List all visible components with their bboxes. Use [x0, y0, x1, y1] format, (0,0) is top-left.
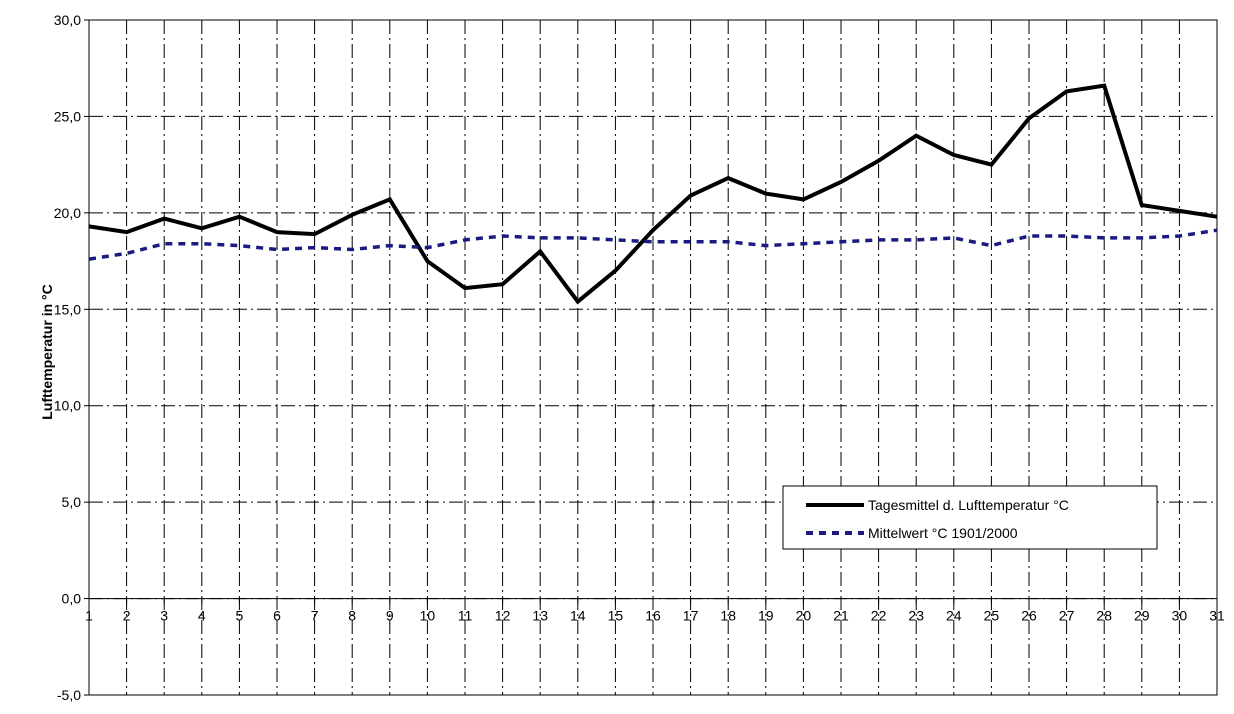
y-tick-label: 0,0 [62, 591, 82, 607]
grid [89, 19, 1217, 696]
y-tick-label: 5,0 [62, 494, 82, 510]
x-tick-label: 16 [645, 608, 661, 624]
x-tick-label: 24 [946, 608, 962, 624]
x-tick-label: 18 [720, 608, 736, 624]
y-tick-label: 10,0 [54, 398, 81, 414]
x-tick-label: 30 [1172, 608, 1188, 624]
x-tick-label: 26 [1021, 608, 1037, 624]
axes [84, 19, 1218, 696]
x-tick-label: 5 [236, 608, 244, 624]
x-tick-label: 8 [348, 608, 356, 624]
x-tick-label: 20 [796, 608, 812, 624]
x-tick-label: 28 [1096, 608, 1112, 624]
x-tick-label: 29 [1134, 608, 1150, 624]
legend-label-mittelwert: Mittelwert °C 1901/2000 [868, 525, 1018, 541]
x-tick-label: 19 [758, 608, 774, 624]
x-tick-label: 13 [532, 608, 548, 624]
x-tick-label: 9 [386, 608, 394, 624]
x-tick-label: 17 [683, 608, 699, 624]
x-tick-label: 7 [311, 608, 319, 624]
x-tick-label: 2 [123, 608, 131, 624]
x-tick-label: 15 [608, 608, 624, 624]
legend-label-tagesmittel: Tagesmittel d. Lufttemperatur °C [868, 497, 1069, 513]
x-tick-label: 25 [984, 608, 1000, 624]
x-tick-label: 11 [458, 608, 473, 624]
x-tick-label: 10 [420, 608, 436, 624]
y-axis-label: Lufttemperatur in °C [39, 284, 55, 420]
x-tick-label: 6 [273, 608, 281, 624]
y-tick-label: 15,0 [54, 301, 81, 317]
x-tick-label: 12 [495, 608, 511, 624]
x-tick-label: 21 [833, 608, 849, 624]
y-tick-label: -5,0 [57, 687, 81, 703]
x-tick-label: 27 [1059, 608, 1075, 624]
x-tick-label: 31 [1209, 608, 1225, 624]
plot-border [88, 19, 1218, 696]
x-tick-label: 3 [160, 608, 168, 624]
y-tick-label: 20,0 [54, 205, 81, 221]
legend: Tagesmittel d. Lufttemperatur °C Mittelw… [782, 485, 1158, 550]
x-tick-label: 14 [570, 608, 586, 624]
tick-labels: -5,00,05,010,015,020,025,030,01 2 3 4 5 6 7 8 9 1… [54, 12, 1225, 703]
x-tick-label: 22 [871, 608, 887, 624]
x-tick-label: 4 [198, 608, 206, 624]
legend-box [782, 485, 1158, 550]
y-tick-label: 25,0 [54, 108, 81, 124]
x-tick-label: 23 [908, 608, 924, 624]
series-line-tagesmittel [88, 83, 1218, 305]
series-group [88, 83, 1218, 305]
y-tick-label: 30,0 [54, 12, 81, 28]
x-tick-label: 1 [85, 608, 93, 624]
